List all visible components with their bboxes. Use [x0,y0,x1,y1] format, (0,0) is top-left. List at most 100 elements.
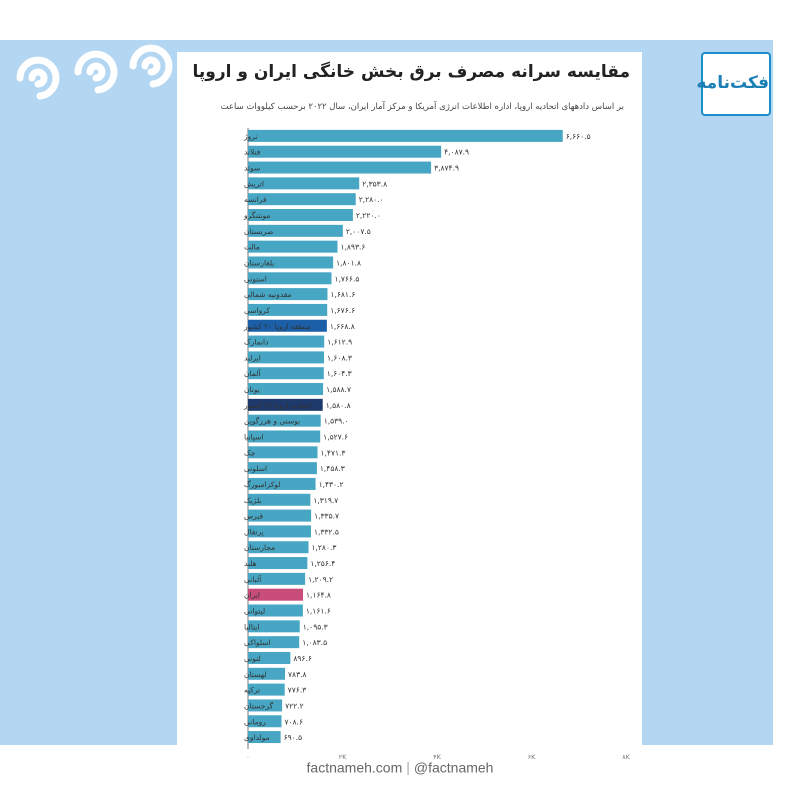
category-label: ترکیه [244,686,260,695]
category-label: مالت [244,243,260,252]
bar [248,288,328,301]
bar [248,398,323,411]
category-label: آلمان [244,368,261,378]
bar [248,651,291,664]
category-label: اسپانیا [244,432,264,441]
category-label: آلبانی [244,574,262,584]
bar [248,177,360,190]
category-label: بلغارستان [244,258,274,267]
category-label: سوئد [244,164,260,173]
decorative-swirl-pattern [0,3,190,100]
data-label: ۱,۸۰۱.۸ [336,258,361,267]
data-label: ۱,۶۰۴.۳ [327,369,352,378]
category-label: ایرلند [244,353,261,362]
bar [248,224,343,237]
bar [248,414,321,427]
bar [248,509,312,522]
data-label: ۱,۵۸۸.۷ [326,385,351,394]
bar [248,731,281,744]
category-label: مولداوی [244,733,270,742]
bar [248,557,308,570]
category-label: اسلونی [244,464,267,473]
bar [248,351,324,364]
footer: factnameh.com | @factnameh [0,758,800,775]
data-label: ۱,۰۹۵.۳ [303,622,328,631]
bar [248,477,316,490]
category-label: ایتالیا [244,622,260,631]
category-label: منطقه اروپا ۲۰ کشور [243,322,311,331]
category-label: اتریش [244,179,264,188]
bar [248,667,286,680]
category-label: یونان [244,385,260,394]
category-label: اتحادیه اروپا ۲۷ کشور [243,401,311,410]
bar [248,256,334,269]
bar [248,319,327,332]
bar [248,383,324,396]
bar [248,303,328,316]
data-label: ۶۹۰.۵ [284,733,303,742]
data-label: ۳,۸۷۴.۹ [434,164,459,173]
footer-handle[interactable]: @factnameh [413,759,494,776]
bar [248,335,325,348]
category-label: هلند [244,559,257,568]
data-label: ۱,۳۳۲.۵ [314,527,339,536]
data-label: ۱,۵۲۷.۶ [323,432,348,441]
data-label: ۱,۱۶۱.۶ [306,607,331,616]
bar [248,161,432,174]
bar [248,129,563,142]
category-label: مونتنگرو [243,211,270,220]
category-label: بلژیک [244,496,262,505]
category-label: قبرس [244,512,264,521]
data-label: ۷۷۶.۳ [288,686,307,695]
bar [248,430,321,443]
bar [248,699,283,712]
bar [248,446,318,459]
bar [248,209,353,222]
bar [248,588,304,601]
footer-separator: | [406,759,410,776]
data-label: ۱,۴۵۸.۳ [320,464,345,473]
category-label: فرانسه [244,195,267,204]
category-label: مقدونیه شمالی [244,290,292,299]
bar [248,240,338,253]
category-label: استونی [244,274,267,283]
x-tick-label: ۰ [246,753,250,761]
data-label: ۸۹۶.۶ [293,654,312,663]
data-label: ۱,۴۳۰.۲ [319,480,344,489]
category-label: اسلواکی [244,638,271,647]
category-label: چک [244,448,256,457]
data-label: ۱,۶۶۸.۸ [330,322,355,331]
bar [248,604,303,617]
category-label: دانمارک [244,338,268,347]
category-label: پرتغال [244,527,264,536]
category-label: لوکزامبورگ [244,479,280,489]
data-label: ۱,۲۰۹.۲ [308,575,333,584]
bar [248,636,300,649]
data-label: ۱,۶۸۱.۶ [330,290,355,299]
footer-site[interactable]: factnameh.com [306,759,403,776]
chart-subtitle: بر اساس دادههای اتحادیه اروپا، اداره اطل… [220,102,624,112]
bar [248,572,306,585]
bar [248,541,309,554]
data-label: ۱,۵۸۰.۸ [326,401,351,410]
category-label: لتونی [244,654,261,663]
data-label: ۷۸۳.۸ [288,670,307,679]
data-label: ۲,۰۰۷.۵ [346,227,371,236]
category-label: لهستان [244,670,267,679]
bar [248,493,311,506]
category-label: رومانی [244,717,266,726]
category-label: مجارستان [244,543,275,552]
bar [248,367,324,380]
x-tick-label: ۲K [339,753,347,761]
bar [248,620,300,633]
data-label: ۱,۳۳۵.۷ [314,512,339,521]
data-label: ۱,۱۶۴.۸ [306,591,331,600]
bar [248,272,332,285]
category-label: گرجستان [244,701,274,710]
data-label: ۱,۶۷۶.۶ [330,306,355,315]
data-label: ۲,۲۲۰.۰ [356,211,381,220]
data-label: ۴,۰۸۷.۹ [444,148,469,157]
data-label: ۲,۳۵۳.۸ [362,179,387,188]
data-label: ۱,۷۶۶.۵ [334,274,359,283]
